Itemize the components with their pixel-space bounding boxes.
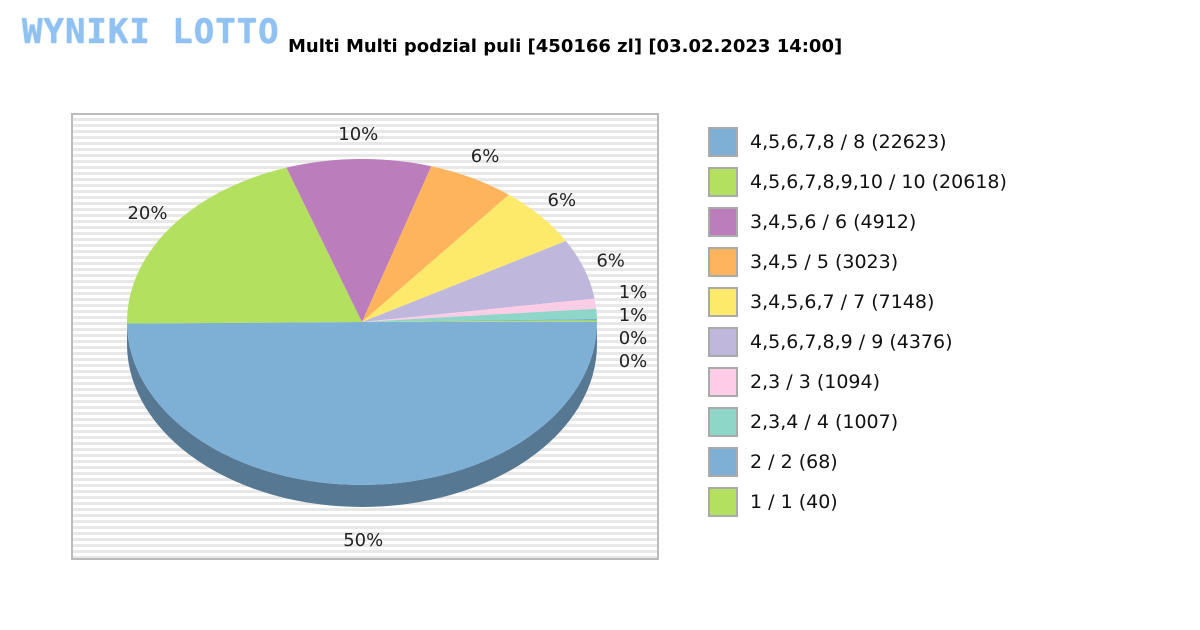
slice-percent-label: 20% bbox=[127, 203, 167, 224]
pie-slice bbox=[362, 320, 597, 322]
pie-slice bbox=[362, 241, 595, 322]
legend-label: 2 / 2 (68) bbox=[750, 451, 838, 473]
legend-swatch bbox=[708, 287, 738, 317]
pie-slice bbox=[286, 158, 432, 322]
legend-label: 4,5,6,7,8,9,10 / 10 (20618) bbox=[750, 171, 1007, 193]
legend-swatch bbox=[708, 127, 738, 157]
legend-swatch bbox=[708, 247, 738, 277]
legend-swatch bbox=[708, 487, 738, 517]
legend-label: 3,4,5,6 / 6 (4912) bbox=[750, 211, 917, 233]
legend-swatch bbox=[708, 327, 738, 357]
legend-item: 2 / 2 (68) bbox=[708, 442, 1007, 482]
slice-percent-label: 50% bbox=[343, 530, 383, 551]
legend-label: 3,4,5 / 5 (3023) bbox=[750, 251, 899, 273]
slice-percent-label: 0% bbox=[619, 328, 648, 349]
pie-slice bbox=[362, 298, 597, 322]
legend-item: 1 / 1 (40) bbox=[708, 482, 1007, 522]
pie-slice bbox=[362, 166, 509, 322]
logo: WYNIKI LOTTO bbox=[22, 12, 280, 52]
legend-label: 4,5,6,7,8,9 / 9 (4376) bbox=[750, 331, 953, 353]
legend-item: 3,4,5 / 5 (3023) bbox=[708, 242, 1007, 282]
pie-slice bbox=[362, 318, 597, 322]
legend-swatch bbox=[708, 207, 738, 237]
slice-percent-label: 6% bbox=[548, 190, 577, 211]
pie-slice bbox=[126, 167, 362, 324]
legend-swatch bbox=[708, 447, 738, 477]
legend-label: 2,3 / 3 (1094) bbox=[750, 371, 881, 393]
legend-item: 4,5,6,7,8 / 8 (22623) bbox=[708, 122, 1007, 162]
legend-swatch bbox=[708, 367, 738, 397]
slice-percent-label: 6% bbox=[596, 251, 625, 272]
slice-percent-label: 1% bbox=[619, 305, 648, 326]
legend-item: 4,5,6,7,8,9,10 / 10 (20618) bbox=[708, 162, 1007, 202]
legend-label: 1 / 1 (40) bbox=[750, 491, 838, 513]
legend-item: 2,3,4 / 4 (1007) bbox=[708, 402, 1007, 442]
pie-slice bbox=[362, 308, 597, 322]
slice-percent-label: 1% bbox=[619, 282, 648, 303]
chart-title: Multi Multi podzial puli [450166 zl] [03… bbox=[288, 36, 843, 57]
slice-percent-label: 10% bbox=[338, 124, 378, 145]
legend-item: 2,3 / 3 (1094) bbox=[708, 362, 1007, 402]
pie-slice bbox=[362, 194, 566, 322]
legend-item: 3,4,5,6,7 / 7 (7148) bbox=[708, 282, 1007, 322]
legend-label: 4,5,6,7,8 / 8 (22623) bbox=[750, 131, 947, 153]
pie-slice bbox=[127, 322, 597, 486]
legend: 4,5,6,7,8 / 8 (22623) 4,5,6,7,8,9,10 / 10… bbox=[708, 122, 1007, 522]
slice-percent-label: 6% bbox=[471, 146, 500, 167]
legend-swatch bbox=[708, 407, 738, 437]
legend-swatch bbox=[708, 167, 738, 197]
legend-label: 3,4,5,6,7 / 7 (7148) bbox=[750, 291, 935, 313]
legend-item: 3,4,5,6 / 6 (4912) bbox=[708, 202, 1007, 242]
legend-label: 2,3,4 / 4 (1007) bbox=[750, 411, 899, 433]
legend-item: 4,5,6,7,8,9 / 9 (4376) bbox=[708, 322, 1007, 362]
slice-percent-label: 0% bbox=[619, 351, 648, 372]
